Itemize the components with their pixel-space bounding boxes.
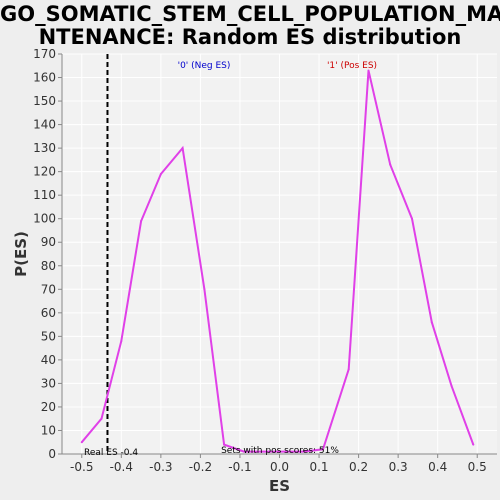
sets-pos-scores-label: Sets with pos scores: 51% xyxy=(221,446,339,456)
y-tick-label: 150 xyxy=(33,94,56,108)
neg-es-label: '0' (Neg ES) xyxy=(178,61,231,71)
es-distribution-line xyxy=(81,70,475,453)
es-data-point xyxy=(302,450,305,453)
y-tick-label: 110 xyxy=(33,188,56,202)
y-tick-label: 70 xyxy=(41,282,56,296)
pos-es-label: '1' (Pos ES) xyxy=(327,61,377,71)
y-tick-label: 90 xyxy=(41,235,56,249)
es-data-point xyxy=(80,441,83,444)
es-data-point xyxy=(159,173,162,175)
y-tick-label: 120 xyxy=(33,165,56,179)
x-axis-label: ES xyxy=(269,477,290,495)
es-data-point xyxy=(100,417,103,420)
chart-title-line1: GO_SOMATIC_STEM_CELL_POPULATION_MAI xyxy=(0,2,500,26)
es-data-point xyxy=(450,384,453,387)
x-tick-label: 0.1 xyxy=(309,460,328,474)
x-tick-label: -0.4 xyxy=(110,460,133,474)
x-tick-label: -0.3 xyxy=(149,460,172,474)
es-data-point xyxy=(223,443,226,446)
x-tick-label: 0.4 xyxy=(428,460,447,474)
y-tick-label: 40 xyxy=(41,353,56,367)
y-tick-label: 80 xyxy=(41,259,56,273)
y-tick-label: 160 xyxy=(33,71,56,85)
y-tick-label: 140 xyxy=(33,118,56,132)
es-data-point xyxy=(140,220,143,223)
es-data-point xyxy=(389,163,392,166)
y-tick-label: 10 xyxy=(41,423,56,437)
es-data-point xyxy=(410,217,413,220)
y-axis-label: P(ES) xyxy=(12,231,30,277)
x-tick-label: -0.2 xyxy=(189,460,212,474)
es-data-point xyxy=(262,450,265,453)
x-tick-label: -0.1 xyxy=(228,460,251,474)
y-tick-label: 130 xyxy=(33,141,56,155)
x-tick-label: 0.0 xyxy=(270,460,289,474)
es-data-point xyxy=(367,69,370,72)
y-tick-label: 60 xyxy=(41,306,56,320)
y-tick-label: 50 xyxy=(41,329,56,343)
x-tick-label: -0.5 xyxy=(70,460,93,474)
es-data-point xyxy=(347,368,350,371)
y-tick-label: 20 xyxy=(41,400,56,414)
x-tick-label: 0.3 xyxy=(389,460,408,474)
es-data-point xyxy=(181,147,184,150)
x-tick-label: 0.5 xyxy=(468,460,487,474)
es-data-point xyxy=(120,340,123,343)
x-tick-label: 0.2 xyxy=(349,460,368,474)
y-tick-label: 30 xyxy=(41,376,56,390)
es-data-point xyxy=(282,450,285,453)
y-tick-label: 170 xyxy=(33,47,56,61)
es-data-point xyxy=(322,448,324,451)
y-tick-label: 0 xyxy=(48,447,56,461)
real-es-label: Real ES -0.4 xyxy=(84,448,138,458)
es-data-point xyxy=(430,321,433,324)
chart-title-line2: NTENANCE: Random ES distribution xyxy=(38,25,462,49)
es-data-point xyxy=(203,288,206,291)
es-data-point xyxy=(472,443,475,446)
es-data-point xyxy=(242,450,245,453)
y-tick-label: 100 xyxy=(33,212,56,226)
